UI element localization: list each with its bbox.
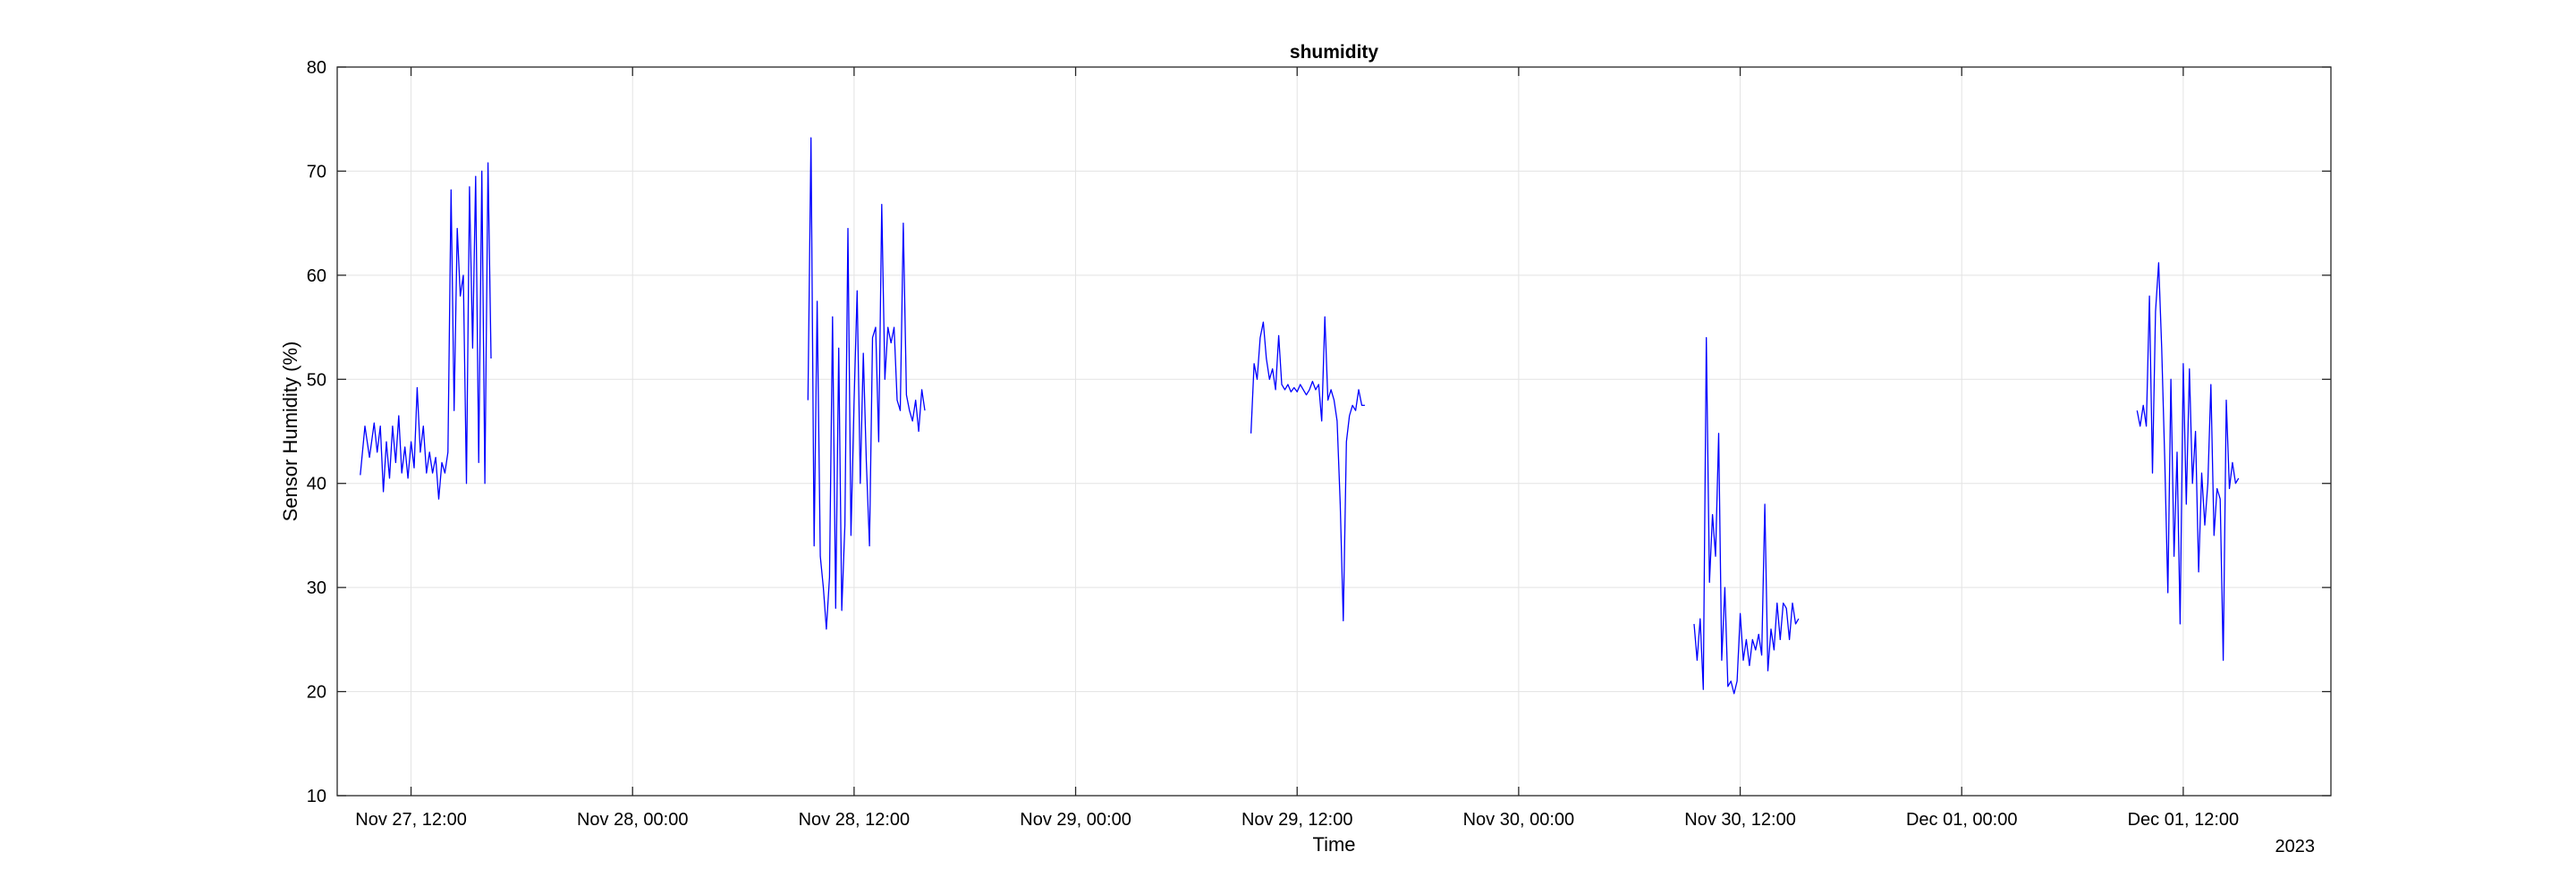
y-tick-label: 20 [307, 683, 326, 703]
x-tick-label: Dec 01, 00:00 [1906, 810, 2018, 830]
y-tick-label: 40 [307, 475, 326, 494]
y-tick-label: 30 [307, 578, 326, 598]
x-tick-label: Nov 28, 00:00 [577, 810, 689, 830]
x-tick-label: Nov 29, 00:00 [1020, 810, 1131, 830]
y-axis-label: Sensor Humidity (%) [279, 342, 301, 522]
series-line [360, 162, 492, 500]
y-tick-label: 70 [307, 162, 326, 181]
axis-ticks [337, 66, 2331, 797]
x-tick-label: Dec 01, 12:00 [2128, 810, 2240, 830]
axis-tick-labels: 10 20 30 40 50 60 70 80 Nov 27, 12:00 Nov 28, 00:… [307, 58, 2239, 830]
x-axis-label: Time [1312, 833, 1355, 856]
series-line [807, 137, 926, 630]
x-tick-label: Nov 27, 12:00 [355, 810, 467, 830]
series-line [2136, 262, 2240, 662]
x-tick-label: Nov 30, 00:00 [1463, 810, 1575, 830]
y-tick-label: 50 [307, 370, 326, 390]
y-tick-label: 60 [307, 266, 326, 286]
plot-area [336, 66, 2332, 797]
y-tick-label: 10 [307, 787, 326, 806]
y-tick-label: 80 [307, 58, 326, 78]
x-axis-year-label: 2023 [2275, 837, 2316, 856]
x-tick-label: Nov 30, 12:00 [1684, 810, 1796, 830]
series-line [1250, 316, 1365, 622]
x-tick-label: Nov 29, 12:00 [1241, 810, 1353, 830]
axes-box [336, 66, 2332, 797]
series-line [1693, 337, 1800, 695]
x-tick-label: Nov 28, 12:00 [799, 810, 911, 830]
data-lines [360, 137, 2240, 695]
chart-title: shumidity [1290, 42, 1378, 63]
axes-background [337, 67, 2331, 796]
